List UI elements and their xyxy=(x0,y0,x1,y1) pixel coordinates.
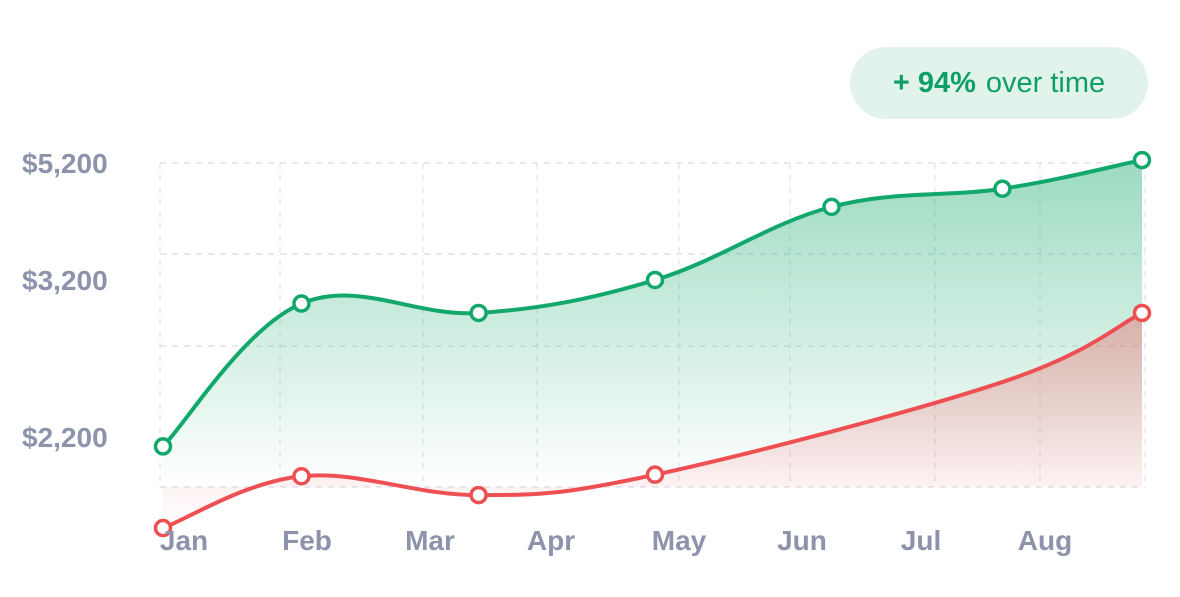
x-tick-label: Apr xyxy=(527,525,575,556)
growth-badge-text: over time xyxy=(985,66,1106,99)
series-red-point xyxy=(469,485,488,505)
series-green-point xyxy=(292,294,311,313)
x-tick-label: Feb xyxy=(282,525,332,556)
series-green-point xyxy=(469,303,488,323)
x-tick-label: Mar xyxy=(405,525,455,556)
series-red-area xyxy=(163,312,1142,529)
series-red-point xyxy=(153,518,173,538)
x-tick-label: Jan xyxy=(160,525,208,556)
points xyxy=(153,150,1152,538)
x-tick-label: Jul xyxy=(901,525,941,556)
y-tick-label: $3,200 xyxy=(22,265,108,296)
x-tick-label: Aug xyxy=(1018,525,1072,556)
series-green-point xyxy=(993,179,1012,198)
x-tick-label: May xyxy=(652,525,707,556)
series-red-point xyxy=(645,465,665,484)
areas xyxy=(163,160,1142,529)
series-green-point xyxy=(1132,150,1152,170)
growth-badge-value: + 94% xyxy=(892,66,976,99)
y-tick-label: $2,200 xyxy=(22,422,108,453)
series-green-point xyxy=(645,270,665,290)
series-red-point xyxy=(1132,303,1152,323)
series-green-point xyxy=(153,437,173,456)
series-red-point xyxy=(292,467,311,486)
y-tick-label: $5,200 xyxy=(22,148,108,179)
series-green-point xyxy=(822,197,841,217)
growth-badge: + 94% over time xyxy=(850,47,1148,119)
x-tick-label: Jun xyxy=(777,525,827,556)
y-axis-ticks: $5,200 $3,200 $2,200 xyxy=(22,148,108,453)
x-axis-ticks: Jan Feb Mar Apr May Jun Jul Aug xyxy=(160,525,1072,556)
series-green-area xyxy=(163,160,1142,487)
